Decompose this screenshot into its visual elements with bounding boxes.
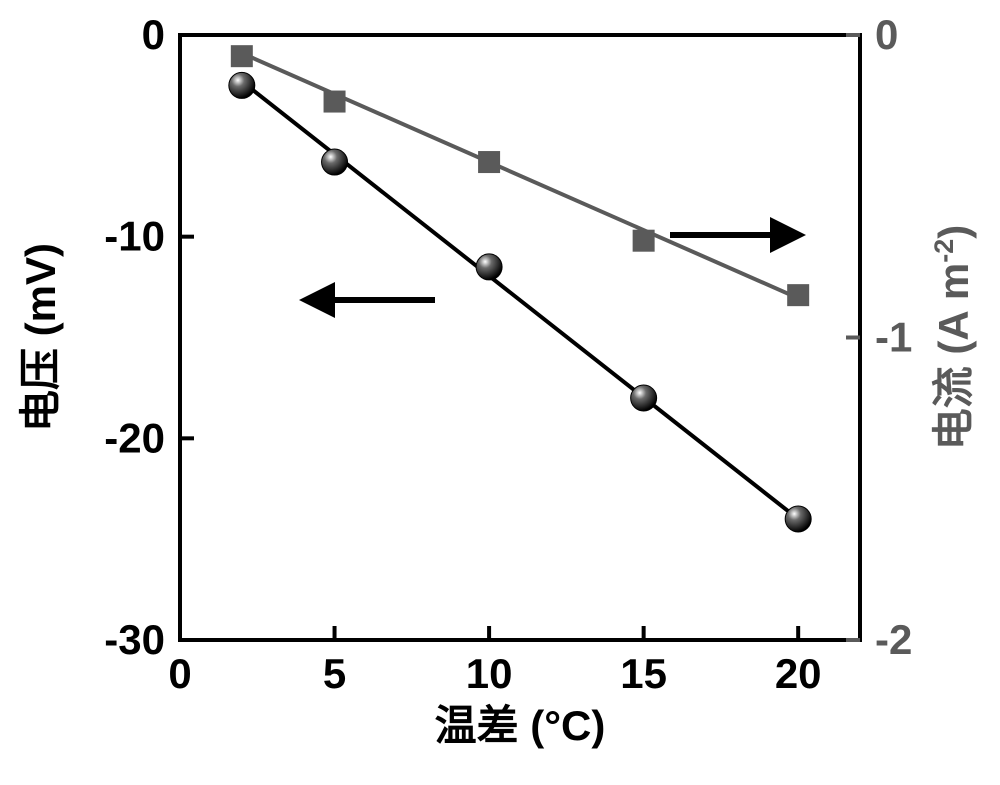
x-tick-label: 10 [466,650,513,697]
y-left-tick-label: -30 [104,616,165,663]
y-right-tick-label: 0 [875,11,898,58]
marker-current [478,151,500,173]
chart-svg: 05101520温差 (°C)-30-20-100电压 (mV)-2-10电流 … [0,0,1000,785]
chart-container: 05101520温差 (°C)-30-20-100电压 (mV)-2-10电流 … [0,0,1000,785]
y-left-tick-label: -20 [104,414,165,461]
x-tick-label: 5 [323,650,346,697]
marker-voltage [322,149,348,175]
x-tick-label: 0 [168,650,191,697]
marker-current [787,284,809,306]
marker-voltage [785,506,811,532]
x-axis-label: 温差 (°C) [435,702,606,749]
y-left-tick-label: -10 [104,213,165,260]
marker-voltage [229,72,255,98]
x-tick-label: 15 [620,650,667,697]
marker-current [231,45,253,67]
y-right-tick-label: -1 [875,314,912,361]
marker-current [633,230,655,252]
y-left-tick-label: 0 [142,11,165,58]
marker-voltage [476,254,502,280]
y-right-tick-label: -2 [875,616,912,663]
x-tick-label: 20 [775,650,822,697]
y-left-axis-label: 电压 (mV) [17,243,64,432]
marker-current [324,91,346,113]
marker-voltage [631,385,657,411]
